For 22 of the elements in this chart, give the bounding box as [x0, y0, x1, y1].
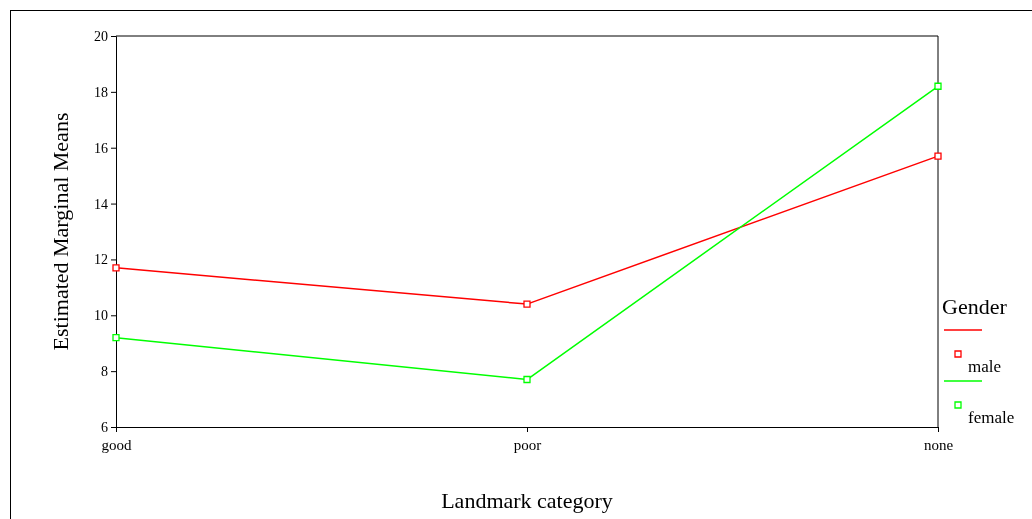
y-tick-label: 20	[94, 28, 108, 44]
point	[112, 264, 120, 272]
legend-label: female	[968, 408, 1015, 427]
y-tick-label: 8	[101, 364, 108, 380]
legend-label: male	[968, 357, 1002, 376]
y-tick-label: 6	[101, 419, 108, 435]
y-tick-label: 12	[94, 252, 108, 268]
x-axis-title: Landmark category	[441, 488, 613, 513]
y-tick-label: 18	[94, 84, 108, 100]
point	[934, 152, 942, 160]
x-tick-label: none	[923, 437, 954, 453]
y-tick-label: 14	[94, 196, 108, 212]
y-tick-label: 10	[94, 308, 108, 324]
point	[523, 375, 531, 384]
y-axis-title: Estimated Marginal Means	[48, 112, 73, 351]
y-tick-label: 16	[94, 140, 108, 156]
x-tick-label: good	[101, 437, 132, 453]
point	[523, 300, 531, 308]
point	[112, 333, 120, 342]
legend-title: Gender	[942, 294, 1008, 319]
point	[934, 82, 942, 90]
x-tick-label: poor	[513, 437, 542, 453]
